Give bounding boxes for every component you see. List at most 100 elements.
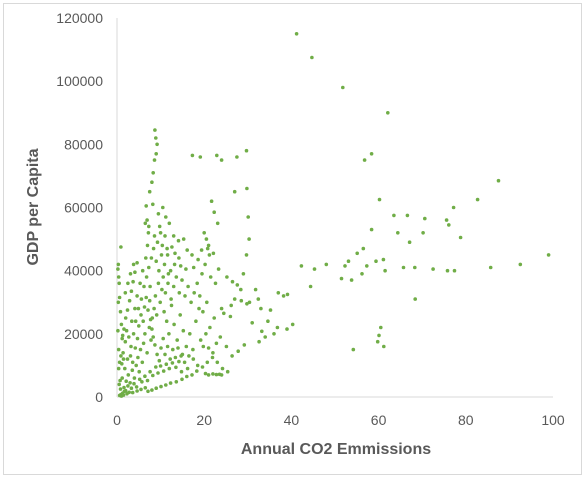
data-point	[155, 142, 159, 147]
data-point	[230, 279, 235, 284]
data-point	[183, 294, 187, 298]
data-point	[159, 253, 164, 257]
data-point	[218, 335, 223, 339]
data-point	[127, 390, 131, 395]
data-point	[242, 343, 247, 347]
data-point	[132, 376, 137, 380]
data-point	[118, 378, 122, 383]
data-point	[135, 294, 139, 298]
data-point	[382, 344, 386, 349]
data-point	[171, 347, 175, 352]
data-point	[140, 360, 145, 365]
data-point	[200, 365, 205, 369]
data-point	[165, 344, 170, 349]
data-point	[146, 389, 150, 394]
data-point	[126, 373, 131, 377]
data-point	[159, 384, 163, 389]
data-point	[147, 189, 152, 194]
data-point	[176, 238, 181, 243]
data-point	[145, 351, 149, 355]
data-point	[203, 262, 207, 267]
data-point	[122, 389, 127, 394]
data-point	[150, 327, 154, 331]
data-point	[185, 366, 190, 371]
data-point	[211, 372, 215, 376]
data-point	[117, 360, 122, 365]
data-point	[153, 294, 158, 298]
data-point	[143, 221, 148, 226]
data-point	[396, 231, 400, 235]
data-point	[285, 327, 289, 331]
data-point	[147, 265, 151, 270]
data-point	[157, 224, 162, 229]
y-tick-label: 120000	[56, 10, 103, 26]
data-point	[232, 297, 237, 301]
data-point	[189, 300, 193, 305]
data-point	[250, 321, 254, 325]
data-point	[116, 347, 121, 352]
data-point	[136, 355, 140, 360]
data-point	[130, 360, 135, 365]
data-point	[496, 178, 501, 183]
data-point	[259, 306, 263, 311]
data-point	[166, 281, 170, 286]
data-point	[129, 386, 134, 391]
data-point	[163, 291, 168, 295]
data-point	[215, 153, 219, 158]
data-point	[213, 281, 218, 286]
data-point	[214, 372, 219, 377]
data-point	[137, 377, 142, 382]
data-point	[133, 270, 137, 275]
data-point	[167, 221, 172, 226]
data-points	[116, 32, 551, 398]
data-point	[174, 275, 179, 279]
data-point	[174, 365, 178, 370]
data-point	[154, 386, 158, 391]
data-point	[546, 253, 551, 257]
data-point	[452, 268, 457, 273]
data-point	[124, 328, 129, 333]
data-point	[518, 262, 523, 267]
data-point	[222, 311, 226, 316]
data-point	[245, 302, 249, 306]
data-point	[127, 298, 132, 303]
data-point	[256, 297, 261, 301]
data-point	[154, 152, 158, 156]
data-point	[200, 272, 204, 276]
data-point	[156, 281, 161, 286]
data-point	[355, 251, 360, 256]
data-point	[206, 243, 211, 248]
data-point	[173, 355, 178, 360]
data-point	[423, 216, 427, 221]
data-point	[116, 275, 121, 279]
data-point	[136, 306, 141, 311]
data-point	[198, 155, 203, 159]
data-point	[144, 204, 148, 208]
x-tick-label: 0	[113, 412, 121, 428]
data-point	[185, 248, 189, 252]
data-point	[171, 284, 176, 289]
data-point	[257, 339, 261, 344]
data-point	[211, 351, 215, 355]
data-point	[181, 237, 186, 241]
data-point	[386, 111, 390, 115]
data-point	[263, 335, 268, 339]
data-point	[173, 251, 177, 256]
data-point	[236, 349, 240, 354]
data-point	[224, 344, 229, 349]
data-point	[178, 313, 182, 317]
data-point	[241, 272, 246, 276]
data-point	[212, 210, 216, 214]
data-point	[168, 357, 172, 361]
data-point	[123, 366, 127, 371]
y-tick-label: 100000	[56, 73, 103, 89]
data-point	[361, 246, 366, 251]
data-point	[225, 275, 229, 279]
data-point	[122, 385, 126, 390]
data-point	[135, 389, 139, 393]
data-point	[144, 275, 149, 279]
data-point	[116, 328, 120, 333]
data-point	[445, 268, 450, 273]
data-point	[239, 287, 243, 292]
data-point	[135, 336, 140, 341]
